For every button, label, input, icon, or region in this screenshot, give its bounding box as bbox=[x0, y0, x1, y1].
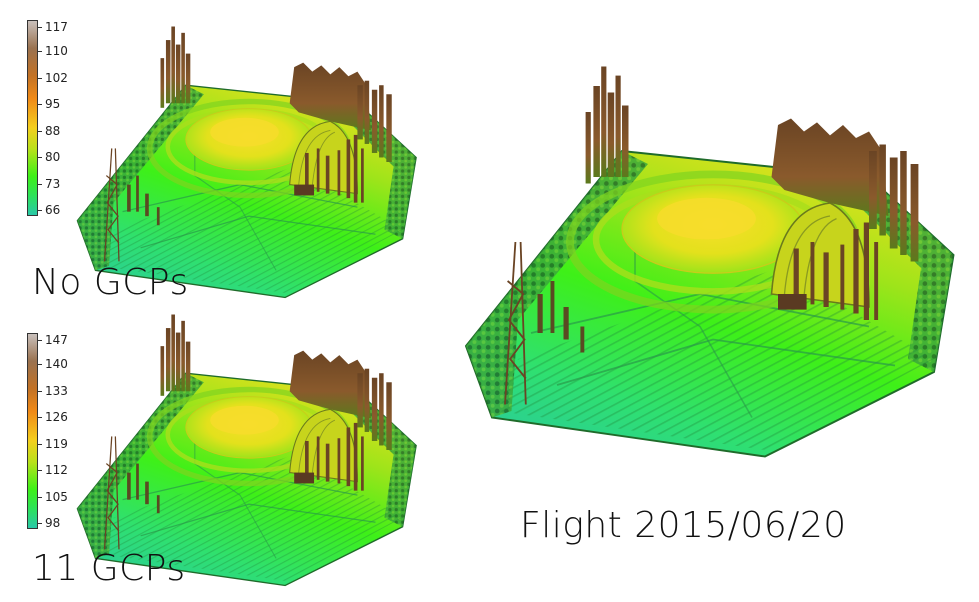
colorbar-label: 126 bbox=[45, 410, 68, 424]
caption-no-gcps: No GCPs bbox=[32, 262, 189, 303]
colorbar-label: 105 bbox=[45, 490, 68, 504]
colorbar-label: 98 bbox=[45, 516, 61, 530]
colorbar-label: 95 bbox=[45, 97, 61, 111]
colorbar-label: 102 bbox=[45, 71, 68, 85]
terrain-model-flight bbox=[440, 30, 960, 480]
colorbar-gradient bbox=[27, 20, 38, 216]
colorbar-label: 112 bbox=[45, 463, 68, 477]
colorbar-11-gcps: 147 140 133 126 119 112 105 98 bbox=[27, 333, 87, 529]
caption-11-gcps: 11 GCPs bbox=[32, 548, 186, 589]
colorbar-gradient bbox=[27, 333, 38, 529]
colorbar-label: 88 bbox=[45, 124, 61, 138]
caption-flight-date: Flight 2015/06/20 bbox=[520, 505, 847, 546]
colorbar-label: 133 bbox=[45, 384, 68, 398]
colorbar-label: 147 bbox=[45, 333, 68, 347]
colorbar-no-gcps: 117 110 102 95 88 80 73 66 bbox=[27, 20, 87, 216]
terrain-model-no-gcps bbox=[40, 22, 440, 302]
colorbar-label: 117 bbox=[45, 20, 68, 34]
colorbar-label: 110 bbox=[45, 44, 68, 58]
colorbar-label: 119 bbox=[45, 437, 68, 451]
colorbar-label: 73 bbox=[45, 177, 61, 191]
colorbar-label: 140 bbox=[45, 357, 68, 371]
colorbar-label: 80 bbox=[45, 150, 61, 164]
colorbar-label: 66 bbox=[45, 203, 61, 217]
